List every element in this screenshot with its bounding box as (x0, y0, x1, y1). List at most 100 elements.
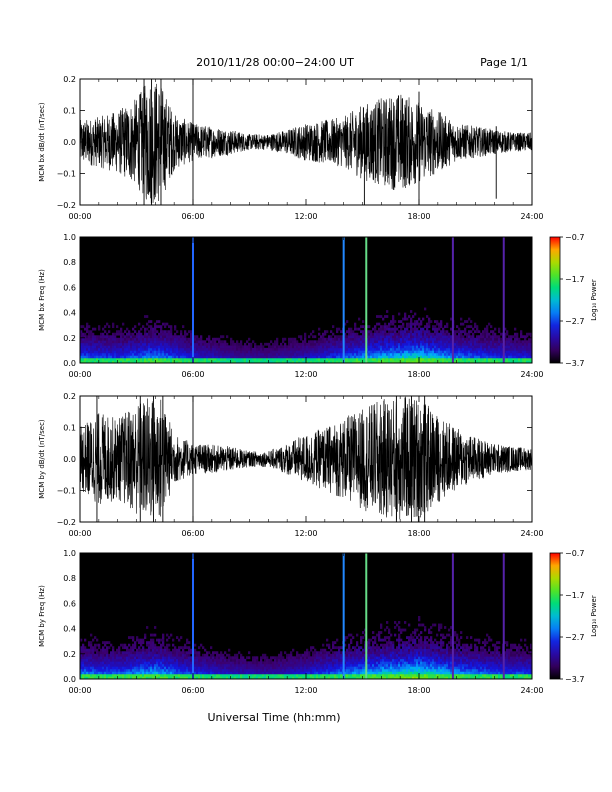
spectrogram-cell (82, 658, 85, 662)
spectrogram-cell (498, 357, 501, 361)
spectrogram-cell (328, 643, 331, 647)
spectrogram-cell (220, 345, 223, 349)
spectrogram-cell (142, 347, 145, 351)
spectrogram-cell (214, 673, 217, 677)
spectrogram-cell (426, 332, 429, 336)
spectrogram-cell (158, 342, 161, 346)
spectrogram-cell (446, 347, 449, 351)
spectrogram-cell (82, 332, 85, 336)
spectrogram-cell (124, 347, 127, 351)
spectrogram-cell (118, 648, 121, 652)
spectrogram-cell (178, 646, 181, 650)
spectrogram-cell (372, 355, 375, 359)
spectrogram-cell (410, 322, 413, 326)
spectrogram-cell (418, 355, 421, 359)
spectrogram-cell (388, 663, 391, 667)
spectrogram-cell (412, 347, 415, 351)
spectrogram-cell (142, 666, 145, 670)
spectrogram-cell (344, 643, 347, 647)
spectrogram-cell (314, 352, 317, 356)
spectrogram-cell (486, 355, 489, 359)
spectrogram-cell (396, 345, 399, 349)
spectrogram-cell (514, 337, 517, 341)
spectrogram-cell (442, 350, 445, 354)
spectrogram-cell (330, 357, 333, 361)
spectrogram-cell (462, 350, 465, 354)
spectrogram-cell (322, 332, 325, 336)
spectrogram-cell (438, 345, 441, 349)
spectrogram-cell (354, 651, 357, 655)
spectrogram-cell (504, 360, 507, 364)
spectrogram-cell (140, 638, 143, 642)
spectrogram-cell (498, 347, 501, 351)
spectrogram-cell (434, 325, 437, 329)
spectrogram-cell (232, 345, 235, 349)
spectrogram-cell (506, 340, 509, 344)
spectrogram-cell (144, 335, 147, 339)
spectrogram-cell (394, 340, 397, 344)
spectrogram-cell (184, 342, 187, 346)
spectrogram-cell (136, 357, 139, 361)
spectrogram-cell (286, 355, 289, 359)
spectrogram-cell (222, 658, 225, 662)
spectrogram-cell (384, 340, 387, 344)
spectrogram-cell (214, 666, 217, 670)
spectrogram-cell (422, 342, 425, 346)
spectrogram-cell (414, 345, 417, 349)
spectrogram-cell (398, 360, 401, 364)
spectrogram-cell (154, 335, 157, 339)
spectrogram-cell (426, 325, 429, 329)
spectrogram-cell (392, 661, 395, 665)
spectrogram-cell (316, 352, 319, 356)
spectrogram-cell (364, 633, 367, 637)
spectrogram-cell (102, 332, 105, 336)
spectrogram-cell (230, 668, 233, 672)
spectrogram-cell (358, 673, 361, 677)
spectrogram-cell (168, 651, 171, 655)
spectrogram-cell (454, 335, 457, 339)
spectrogram-cell (518, 350, 521, 354)
spectrogram-cell (526, 345, 529, 349)
spectrogram-cell (226, 671, 229, 675)
spectrogram-cell (368, 360, 371, 364)
spectrogram-cell (498, 340, 501, 344)
spectrogram-cell (160, 325, 163, 329)
spectrogram-cell (364, 651, 367, 655)
spectrogram-cell (302, 360, 305, 364)
spectrogram-cell (302, 347, 305, 351)
spectrogram-cell (422, 350, 425, 354)
spectrogram-cell (86, 345, 89, 349)
spectrogram-cell (376, 633, 379, 637)
spectrogram-cell (470, 360, 473, 364)
spectrogram-cell (352, 663, 355, 667)
spectrogram-cell (202, 646, 205, 650)
spectrogram-cell (490, 330, 493, 334)
spectrogram-cell (386, 651, 389, 655)
spectrogram-cell (432, 357, 435, 361)
spectrogram-cell (338, 658, 341, 662)
spectrogram-cell (352, 360, 355, 364)
spectrogram-cell (308, 656, 311, 660)
spectrogram-cell (458, 355, 461, 359)
spectrogram-cell (86, 360, 89, 364)
spectrogram-cell (312, 342, 315, 346)
spectrogram-cell (278, 676, 281, 680)
spectrogram-cell (310, 668, 313, 672)
spectrogram-cell (210, 666, 213, 670)
spectrogram-cell (196, 661, 199, 665)
spectrogram-cell (278, 661, 281, 665)
spectrogram-cell (152, 651, 155, 655)
spectrogram-cell (358, 651, 361, 655)
spectrogram-cell (392, 666, 395, 670)
spectrogram-cell (186, 360, 189, 364)
spectrogram-cell (130, 668, 133, 672)
spectrogram-cell (216, 352, 219, 356)
spectrogram-cell (182, 653, 185, 657)
spectrogram-cell (408, 340, 411, 344)
spectrogram-cell (462, 342, 465, 346)
spectrogram-cell (454, 330, 457, 334)
spectrogram-cell (180, 676, 183, 680)
spectrogram-cell (142, 668, 145, 672)
spectrogram-cell (150, 671, 153, 675)
spectrogram-cell (360, 636, 363, 639)
